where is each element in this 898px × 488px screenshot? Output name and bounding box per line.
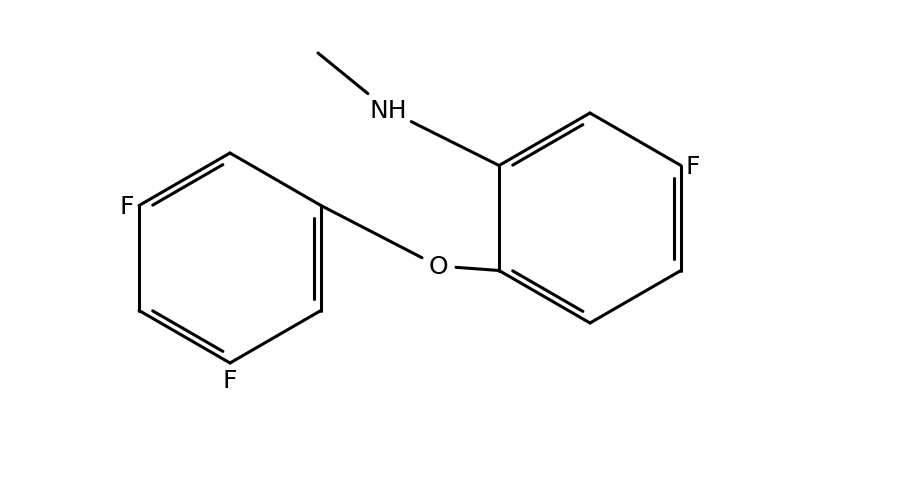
- Text: NH: NH: [369, 99, 407, 123]
- Text: F: F: [223, 368, 237, 392]
- Text: O: O: [428, 254, 448, 279]
- Text: F: F: [686, 154, 700, 178]
- Text: F: F: [119, 194, 134, 218]
